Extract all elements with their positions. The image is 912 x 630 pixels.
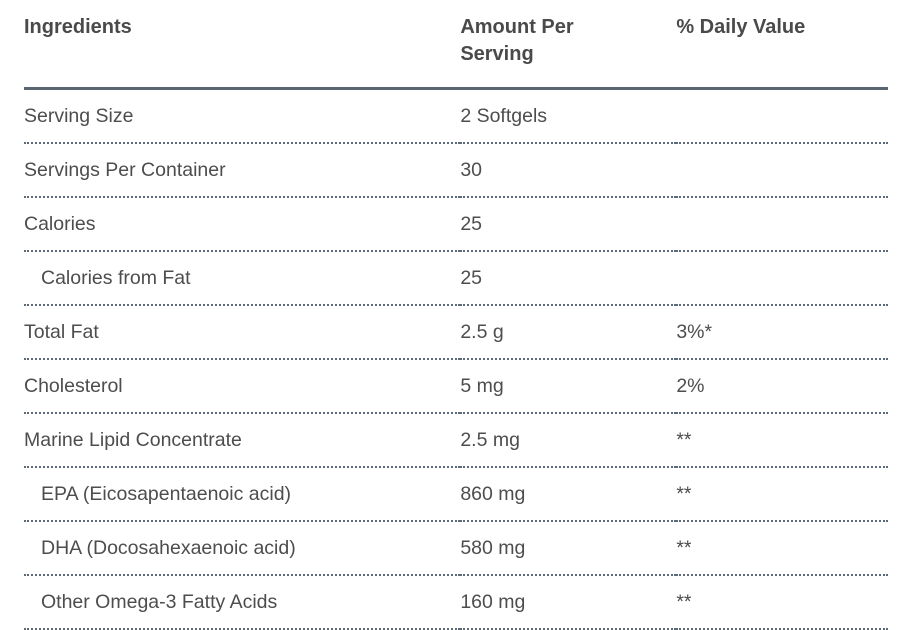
cell-amount: 5 mg bbox=[460, 359, 677, 414]
cell-ingredient: Calories bbox=[24, 197, 461, 252]
cell-ingredient: Calories from Fat bbox=[24, 251, 461, 306]
cell-ingredient: EPA (Eicosapentaenoic acid) bbox=[24, 467, 461, 522]
table-row: Calories from Fat 25 bbox=[24, 251, 888, 306]
cell-ingredient: Cholesterol bbox=[24, 359, 461, 414]
ingredients-table: Ingredients Amount Per Serving % Daily V… bbox=[24, 2, 888, 630]
cell-daily-value: 3%* bbox=[676, 305, 888, 360]
cell-amount: 2.5 mg bbox=[460, 413, 677, 468]
cell-amount: 25 bbox=[460, 251, 677, 306]
table-row: Other Omega-3 Fatty Acids 160 mg ** bbox=[24, 575, 888, 630]
table-row: EPA (Eicosapentaenoic acid) 860 mg ** bbox=[24, 467, 888, 522]
cell-amount: 860 mg bbox=[460, 467, 677, 522]
table-header: Ingredients Amount Per Serving % Daily V… bbox=[24, 2, 888, 90]
table-row: Serving Size 2 Softgels bbox=[24, 88, 888, 144]
column-header-amount-per-serving: Amount Per Serving bbox=[460, 2, 677, 90]
table-body: Serving Size 2 Softgels Servings Per Conta… bbox=[24, 88, 888, 630]
cell-amount: 160 mg bbox=[460, 575, 677, 630]
column-header-ingredients: Ingredients bbox=[24, 2, 461, 90]
column-header-daily-value-label: % Daily Value bbox=[676, 16, 806, 38]
cell-ingredient: Marine Lipid Concentrate bbox=[24, 413, 461, 468]
cell-daily-value bbox=[676, 197, 888, 252]
column-header-amount-per-serving-label: Amount Per Serving bbox=[460, 16, 574, 65]
cell-amount: 2 Softgels bbox=[460, 88, 677, 144]
cell-daily-value: 2% bbox=[676, 359, 888, 414]
cell-ingredient: Total Fat bbox=[24, 305, 461, 360]
column-header-daily-value: % Daily Value bbox=[676, 2, 888, 90]
cell-amount: 25 bbox=[460, 197, 677, 252]
table-row: DHA (Docosahexaenoic acid) 580 mg ** bbox=[24, 521, 888, 576]
table-row: Cholesterol 5 mg 2% bbox=[24, 359, 888, 414]
cell-daily-value: ** bbox=[676, 467, 888, 522]
cell-ingredient: Other Omega-3 Fatty Acids bbox=[24, 575, 461, 630]
cell-daily-value: ** bbox=[676, 575, 888, 630]
table-row: Marine Lipid Concentrate 2.5 mg ** bbox=[24, 413, 888, 468]
cell-daily-value bbox=[676, 251, 888, 306]
table-row: Total Fat 2.5 g 3%* bbox=[24, 305, 888, 360]
cell-amount: 580 mg bbox=[460, 521, 677, 576]
table-row: Servings Per Container 30 bbox=[24, 143, 888, 198]
column-header-ingredients-label: Ingredients bbox=[24, 16, 132, 38]
cell-amount: 30 bbox=[460, 143, 677, 198]
cell-daily-value bbox=[676, 143, 888, 198]
cell-amount: 2.5 g bbox=[460, 305, 677, 360]
cell-daily-value bbox=[676, 88, 888, 144]
cell-ingredient: DHA (Docosahexaenoic acid) bbox=[24, 521, 461, 576]
cell-ingredient: Serving Size bbox=[24, 88, 461, 144]
cell-ingredient: Servings Per Container bbox=[24, 143, 461, 198]
cell-daily-value: ** bbox=[676, 521, 888, 576]
cell-daily-value: ** bbox=[676, 413, 888, 468]
table-row: Calories 25 bbox=[24, 197, 888, 252]
header-row: Ingredients Amount Per Serving % Daily V… bbox=[24, 2, 888, 90]
